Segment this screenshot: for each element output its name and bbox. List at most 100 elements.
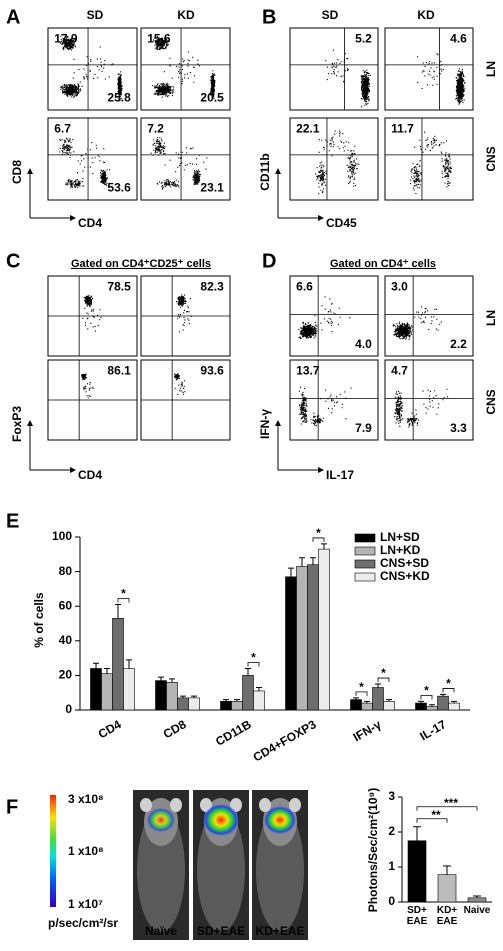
error-bar — [473, 895, 481, 898]
error-bar — [386, 699, 392, 702]
dot-cloud — [325, 49, 349, 83]
dot-cloud — [392, 321, 414, 340]
quadrant-value: 11.7 — [391, 122, 414, 136]
quadrant-value: 23.1 — [200, 181, 224, 195]
significance-bracket — [416, 806, 478, 811]
dot-cloud — [174, 373, 180, 381]
mouse-ear — [170, 798, 182, 812]
dot-cloud — [192, 169, 201, 185]
x-tick-label: CD8 — [161, 717, 189, 741]
dot-cloud — [82, 307, 102, 332]
bar — [361, 702, 373, 711]
significance-star: *** — [444, 796, 458, 810]
image-label: KD+EAE — [255, 924, 304, 938]
y-axis-label: CD8 — [10, 160, 24, 184]
error-bar — [443, 865, 451, 875]
significance-star: * — [446, 677, 451, 691]
x-tick-label: CD4 — [96, 717, 124, 741]
bar — [437, 695, 449, 711]
column-header: SD — [87, 8, 104, 22]
x-tick-label: IL-17 — [417, 717, 449, 743]
error-bar — [126, 659, 132, 669]
bar — [177, 697, 189, 711]
quadrant-value: 3.3 — [450, 421, 467, 435]
error-bar — [191, 695, 197, 698]
dot-cloud — [314, 296, 351, 333]
y-tick-label: 100 — [52, 529, 72, 543]
mouse-body — [197, 808, 245, 932]
dot-cloud — [100, 169, 108, 186]
dot-cloud — [150, 137, 166, 156]
quadrant-value: 53.6 — [107, 181, 131, 195]
dot-cloud — [60, 83, 83, 98]
signal — [264, 806, 296, 834]
signal — [147, 808, 175, 832]
significance-star: * — [359, 680, 364, 694]
quadrant-value: 93.6 — [200, 363, 224, 377]
panel-label: C — [6, 250, 20, 272]
mouse-body — [256, 808, 304, 932]
color-scale — [50, 795, 56, 907]
dot-cloud — [156, 179, 180, 190]
significance-bracket — [416, 818, 448, 823]
quadrant-value: 86.1 — [107, 363, 131, 377]
significance-bracket — [442, 688, 455, 693]
scale-label: 1 x10⁷ — [68, 897, 103, 911]
quadrant-value: 13.7 — [296, 363, 320, 377]
dot-cloud — [406, 412, 419, 428]
error-bar — [93, 662, 99, 669]
bar — [350, 699, 362, 711]
panel-label: D — [262, 250, 276, 272]
bar — [285, 576, 297, 711]
panel-label: E — [6, 510, 19, 532]
dot-cloud — [414, 306, 442, 331]
dot-cloud — [441, 152, 452, 188]
dot-cloud — [360, 69, 371, 108]
bar — [383, 701, 395, 711]
error-bar — [375, 683, 381, 688]
error-bar — [169, 678, 175, 683]
panel-label: F — [6, 796, 18, 818]
bar — [426, 706, 438, 711]
y-tick-label: 0 — [65, 702, 72, 716]
quadrant-value: 5.2 — [355, 32, 372, 46]
signal — [203, 804, 239, 836]
arrow-head — [275, 420, 281, 426]
column-header: KD — [417, 8, 435, 22]
dot-plot-frame — [47, 117, 138, 201]
row-label: CNS — [484, 146, 498, 171]
legend-label: CNS+KD — [380, 569, 430, 583]
y-tick-label: 20 — [59, 668, 73, 682]
legend-swatch — [354, 572, 376, 582]
mouse-body — [137, 808, 185, 932]
quadrant-value: 15.6 — [147, 32, 171, 46]
bar — [123, 668, 135, 711]
bar — [188, 697, 200, 711]
y-tick-label: 3 — [388, 789, 395, 803]
error-bar — [299, 557, 305, 567]
error-bar — [158, 676, 164, 681]
y-tick-label: 1 — [388, 859, 395, 873]
dot-cloud — [82, 382, 94, 399]
significance-bracket — [312, 537, 325, 542]
significance-bracket — [355, 691, 368, 696]
error-bar — [429, 704, 435, 707]
dot-cloud — [65, 178, 85, 189]
quadrant-value: 4.6 — [450, 32, 467, 46]
arrow-head — [70, 467, 76, 473]
quadrant-value: 4.0 — [355, 337, 372, 351]
bar — [467, 897, 487, 903]
y-tick-label: 2 — [388, 824, 395, 838]
dot-cloud — [117, 71, 123, 102]
scale-unit: p/sec/cm²/sr — [48, 916, 118, 930]
dot-cloud — [209, 70, 216, 100]
x-axis-label: CD4 — [78, 216, 102, 230]
dot-cloud — [59, 137, 75, 158]
arrow-head — [70, 215, 76, 221]
dot-cloud — [152, 35, 169, 51]
quadrant-value: 7.2 — [147, 122, 164, 136]
dot-plot-frame — [140, 27, 231, 111]
quadrant-value: 25.8 — [107, 91, 131, 105]
x-axis-label: CD4 — [78, 468, 102, 482]
bar — [242, 675, 254, 711]
